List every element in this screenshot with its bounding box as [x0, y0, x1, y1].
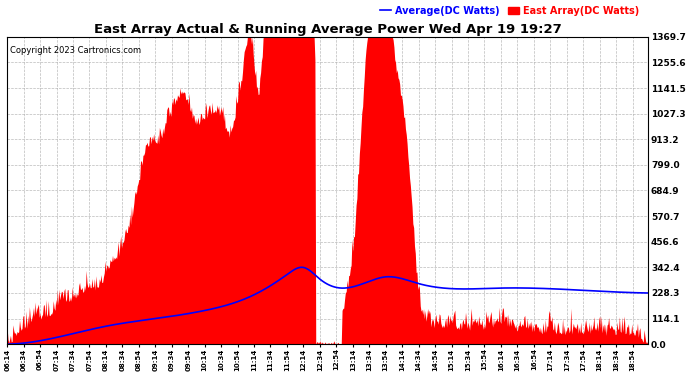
Legend: Average(DC Watts), East Array(DC Watts): Average(DC Watts), East Array(DC Watts) — [376, 2, 643, 20]
Title: East Array Actual & Running Average Power Wed Apr 19 19:27: East Array Actual & Running Average Powe… — [94, 22, 562, 36]
Text: Copyright 2023 Cartronics.com: Copyright 2023 Cartronics.com — [10, 46, 141, 55]
